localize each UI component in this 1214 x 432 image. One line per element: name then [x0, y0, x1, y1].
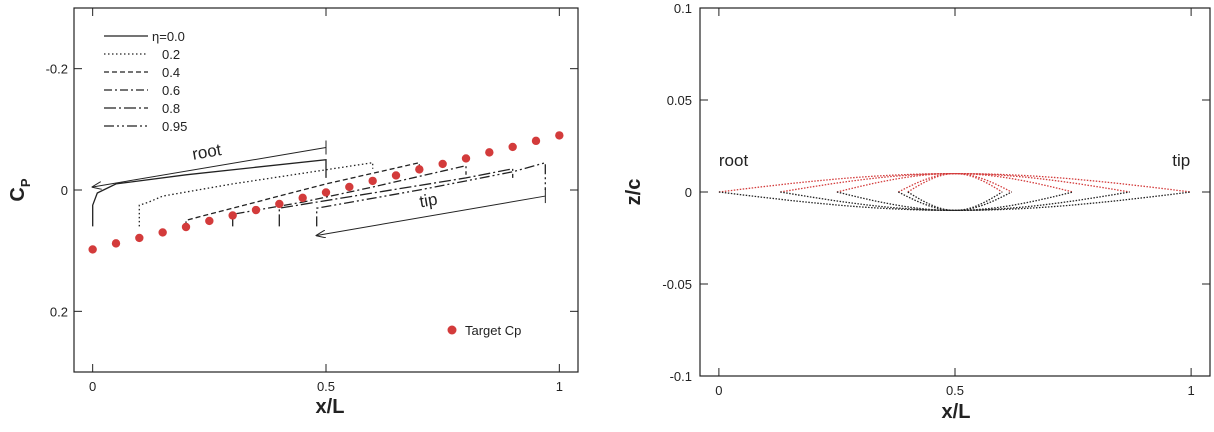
target-cp-point — [135, 233, 144, 243]
geometry-x-tick-label: 0 — [715, 383, 722, 398]
geometry-x-axis-title: x/L — [942, 401, 971, 423]
root-arrow — [93, 147, 327, 187]
target-cp-points — [88, 131, 564, 254]
target-cp-point — [391, 171, 401, 180]
legend-label: 0.6 — [162, 83, 180, 98]
geometry-plot-annotations: root tip — [719, 151, 1190, 170]
geometry-y-tick-label: 0 — [685, 185, 692, 200]
target-cp-point — [205, 216, 214, 226]
legend-label: η=0.0 — [152, 29, 185, 44]
cp-series-line — [92, 158, 327, 227]
target-cp-point — [251, 205, 261, 215]
target-cp-point — [228, 211, 237, 220]
cp-series-line — [232, 164, 467, 227]
tip-section-label: tip — [1172, 151, 1190, 170]
root-label: root — [191, 140, 223, 164]
target-cp-point — [555, 131, 564, 140]
cp-series-line — [316, 161, 546, 227]
target-cp-point — [321, 188, 331, 197]
legend-label: 0.4 — [162, 65, 180, 80]
cp-y-tick-label: -0.2 — [46, 62, 68, 77]
target-cp-point — [531, 136, 541, 146]
cp-series-line — [185, 161, 420, 227]
section-upper-surface — [780, 172, 1130, 193]
cp-y-axis-letter: C — [7, 187, 29, 201]
geometry-y-tick-label: -0.1 — [670, 369, 692, 384]
target-cp-point — [438, 159, 447, 169]
target-cp-point — [298, 193, 307, 203]
geometry-x-tick-label: 0.5 — [946, 383, 964, 398]
geometry-x-tick-label: 1 — [1187, 383, 1194, 398]
target-cp-point — [88, 245, 97, 254]
root-section-label: root — [719, 151, 749, 170]
cp-x-tick-label: 0.5 — [317, 379, 335, 394]
cp-x-tick-label: 1 — [556, 379, 563, 394]
tip-label: tip — [418, 190, 439, 212]
cp-y-axis-subscript: P — [18, 178, 33, 187]
section-upper-surface — [718, 172, 1192, 193]
cp-x-axis-title: x/L — [316, 396, 345, 418]
tip-arrow — [317, 195, 546, 235]
cp-x-tick-label: 0 — [89, 379, 96, 394]
cp-series-line — [138, 161, 374, 227]
legend-target-label: Target Cp — [465, 323, 521, 338]
legend-label: 0.8 — [162, 101, 180, 116]
cp-plot-legend: η=0.0 0.2 0.4 0.6 0.8 0.95 Target Cp — [104, 29, 521, 338]
cp-y-tick-label: 0.2 — [50, 304, 68, 319]
section-upper-surface — [907, 172, 1003, 193]
cp-y-axis-title: CP — [7, 178, 33, 201]
target-cp-point — [345, 182, 354, 192]
section-upper-surface — [836, 172, 1074, 193]
geometry-y-tick-label: -0.05 — [662, 277, 692, 292]
cp-plot-annotations: root tip — [93, 140, 546, 235]
section-lower-surface — [907, 191, 1003, 212]
geometry-plot-sections — [718, 172, 1192, 212]
legend-label: 0.2 — [162, 47, 180, 62]
target-cp-point — [415, 165, 424, 174]
target-cp-point — [111, 239, 121, 248]
cp-plot-series — [92, 158, 546, 227]
geometry-plot-ticks: 0 0.5 1 -0.1 -0.05 0 0.05 0.1 — [662, 1, 1210, 398]
section-geometry-plot: 0 0.5 1 -0.1 -0.05 0 0.05 0.1 root tip x/L z/c — [623, 1, 1211, 423]
cp-plot-ticks: 0 0.5 1 -0.2 0 0.2 — [46, 8, 578, 394]
target-cp-point — [368, 176, 377, 186]
section-lower-surface — [718, 191, 1192, 212]
legend-label: 0.95 — [162, 119, 187, 134]
target-cp-point — [485, 148, 494, 157]
section-lower-surface — [836, 191, 1074, 212]
geometry-y-axis-title: z/c — [623, 179, 645, 206]
section-lower-surface — [780, 191, 1130, 212]
target-cp-point — [275, 199, 284, 209]
geometry-y-tick-label: 0.1 — [674, 1, 692, 16]
geometry-y-tick-label: 0.05 — [667, 93, 692, 108]
target-cp-point — [508, 142, 517, 152]
target-cp-point — [158, 228, 167, 237]
geometry-plot-frame — [699, 7, 1211, 377]
legend-target-marker — [447, 325, 457, 335]
cp-y-tick-label: 0 — [61, 183, 68, 198]
svg-text:CP: CP — [7, 178, 33, 201]
target-cp-point — [461, 154, 471, 163]
target-cp-point — [181, 222, 191, 232]
cp-series-line — [278, 168, 514, 227]
